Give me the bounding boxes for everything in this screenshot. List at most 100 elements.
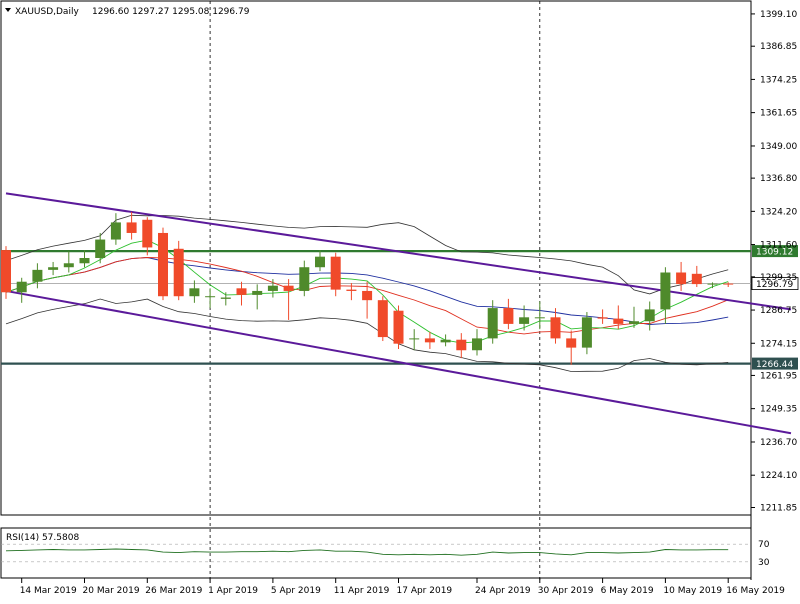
candle-body bbox=[283, 285, 294, 291]
candle-body bbox=[126, 222, 137, 233]
y-tick-label: 1236.70 bbox=[760, 438, 797, 448]
y-tick-label: 1211.85 bbox=[760, 503, 797, 513]
bollinger-upper-line bbox=[5, 214, 729, 295]
indicators bbox=[5, 214, 729, 372]
candle-2019-05-09 bbox=[644, 301, 655, 331]
candle-body bbox=[613, 318, 624, 324]
candle-body bbox=[220, 297, 231, 299]
candle-2019-05-13 bbox=[676, 261, 687, 291]
candle-body bbox=[597, 317, 608, 319]
ma-green-line bbox=[5, 239, 729, 344]
candle-body bbox=[142, 219, 153, 248]
candle-body bbox=[660, 272, 671, 310]
candle-body bbox=[644, 309, 655, 322]
candle-body bbox=[472, 338, 482, 351]
candle-body bbox=[1, 250, 11, 293]
level-label-1309.12: 1309.12 bbox=[756, 248, 793, 258]
level-tag-1266.44 bbox=[752, 357, 798, 370]
candle-2019-03-22 bbox=[110, 213, 121, 245]
candle-2019-03-13 bbox=[1, 246, 11, 299]
candle-2019-04-04 bbox=[252, 284, 263, 310]
candle-2019-04-30 bbox=[534, 301, 545, 330]
candle-2019-03-21 bbox=[95, 232, 106, 264]
y-tick-label: 1361.65 bbox=[760, 109, 797, 119]
x-tick-label: 10 May 2019 bbox=[663, 586, 722, 596]
candle-2019-03-29 bbox=[189, 280, 200, 303]
candle-body bbox=[205, 296, 216, 298]
candle-body bbox=[32, 269, 43, 282]
candle-2019-03-18 bbox=[48, 261, 59, 276]
y-tick-label: 1324.20 bbox=[760, 207, 797, 217]
candle-body bbox=[519, 317, 530, 324]
candle-2019-04-05 bbox=[267, 279, 278, 298]
candle-body bbox=[158, 232, 168, 297]
candle-body bbox=[707, 283, 718, 285]
candle-body bbox=[534, 317, 545, 319]
y-tick-label: 1374.25 bbox=[760, 75, 797, 85]
candle-2019-04-09 bbox=[299, 260, 310, 297]
candle-2019-03-25 bbox=[126, 211, 137, 240]
current-price-tag bbox=[751, 277, 799, 290]
candle-body bbox=[362, 290, 373, 301]
candle-body bbox=[95, 239, 106, 258]
x-tick-label: 20 Mar 2019 bbox=[83, 586, 140, 596]
candle-body bbox=[299, 267, 310, 291]
candle-2019-05-07 bbox=[613, 305, 624, 330]
candle-body bbox=[79, 258, 90, 264]
x-tick-label: 24 Apr 2019 bbox=[475, 586, 531, 596]
time-axis: 14 Mar 2019 20 Mar 2019 26 Mar 2019 1 Apr 2… bbox=[20, 578, 785, 596]
candle-body bbox=[487, 308, 498, 339]
candle-2019-04-23 bbox=[456, 333, 467, 359]
symbol-label: XAUUSD,Daily bbox=[15, 7, 79, 17]
x-tick-label: 30 Apr 2019 bbox=[538, 586, 594, 596]
candle-body bbox=[267, 285, 278, 291]
candle-body bbox=[723, 283, 734, 285]
current-price-label: 1296.79 bbox=[756, 280, 793, 290]
y-tick-label: 1299.35 bbox=[760, 273, 797, 283]
candle-body bbox=[566, 338, 577, 348]
candle-2019-05-06 bbox=[597, 309, 608, 324]
candle-body bbox=[550, 317, 561, 339]
candle-body bbox=[252, 290, 263, 295]
candle-2019-05-10 bbox=[660, 267, 671, 324]
level-tag-1309.12 bbox=[752, 245, 798, 258]
ohlc-readout: 1296.60 1297.27 1295.08 1296.79 bbox=[92, 7, 250, 17]
candle-2019-04-18 bbox=[409, 329, 420, 351]
rsi-label: RSI(14) 57.5808 bbox=[6, 533, 79, 543]
rsi-line bbox=[5, 548, 729, 556]
candle-2019-05-15 bbox=[707, 282, 718, 289]
candle-body bbox=[393, 310, 404, 344]
candle-2019-05-03 bbox=[581, 312, 592, 355]
candle-body bbox=[409, 338, 420, 340]
candle-body bbox=[48, 267, 59, 270]
x-tick-label: 14 Mar 2019 bbox=[20, 586, 77, 596]
bollinger-lower-line bbox=[5, 298, 729, 372]
candle-body bbox=[424, 338, 435, 343]
candle-2019-04-25 bbox=[487, 300, 498, 344]
x-tick-label: 6 May 2019 bbox=[601, 586, 654, 596]
candle-2019-04-26 bbox=[503, 298, 514, 330]
x-tick-label: 11 Apr 2019 bbox=[334, 586, 390, 596]
candle-body bbox=[315, 256, 325, 268]
candle-2019-04-12 bbox=[346, 283, 357, 301]
candle-2019-04-16 bbox=[377, 296, 388, 342]
trend-channel bbox=[5, 192, 792, 435]
candle-2019-04-22 bbox=[440, 334, 451, 347]
rsi-indicator: 70 30 bbox=[1, 540, 770, 568]
price-axis: 1399.10 1386.85 1374.25 1361.65 1349.00 1336.… bbox=[751, 10, 797, 513]
y-tick-label: 1224.10 bbox=[760, 471, 797, 481]
rsi-level-label-70: 70 bbox=[758, 540, 770, 550]
candle-2019-04-19 bbox=[424, 331, 435, 349]
collapse-triangle-icon[interactable] bbox=[5, 8, 11, 12]
candles bbox=[1, 211, 734, 365]
x-tick-label: 16 May 2019 bbox=[726, 586, 785, 596]
candle-2019-04-02 bbox=[220, 292, 231, 306]
candle-2019-05-08 bbox=[629, 306, 639, 328]
y-tick-label: 1349.00 bbox=[760, 142, 797, 152]
y-tick-label: 1286.75 bbox=[760, 306, 797, 316]
candle-body bbox=[456, 339, 467, 351]
y-tick-label: 1261.95 bbox=[760, 371, 797, 381]
candle-2019-03-26 bbox=[142, 217, 153, 256]
